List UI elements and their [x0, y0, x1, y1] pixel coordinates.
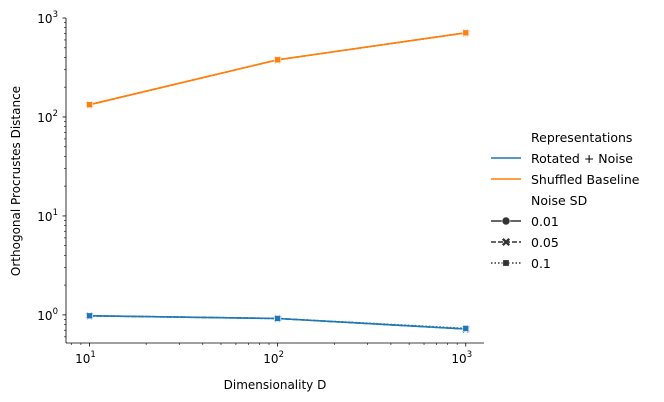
y-tick-label: 101 — [37, 208, 58, 224]
legend-label: 0.1 — [531, 256, 551, 271]
series-line — [89, 32, 466, 106]
y-tick-label: 102 — [37, 109, 58, 125]
y-tick-label: 103 — [37, 10, 58, 26]
legend-label: Rotated + Noise — [531, 151, 633, 166]
series-line — [89, 32, 466, 106]
y-tick-label: 100 — [37, 307, 58, 323]
y-axis-label: Orthogonal Procrustes Distance — [9, 86, 23, 276]
x-tick-label: 103 — [451, 350, 472, 366]
legend-marker — [501, 216, 511, 226]
x-tick-label: 102 — [263, 350, 284, 366]
axes: 101 102 103 100 101 102 103 — [37, 10, 484, 366]
series-line — [89, 32, 466, 106]
data-point — [462, 29, 470, 37]
data-point — [274, 56, 281, 64]
legend-marker — [502, 259, 510, 267]
legend-marker — [501, 237, 511, 247]
x-axis-label: Dimensionality D — [224, 378, 327, 392]
legend-title-representations: Representations — [531, 130, 632, 145]
legend-label: Shuffled Baseline — [531, 172, 640, 187]
plot-area — [85, 28, 470, 333]
data-point — [86, 101, 93, 109]
x-tick-label: 101 — [75, 350, 96, 366]
legend-label: 0.01 — [531, 214, 559, 229]
legend-label: 0.05 — [531, 235, 559, 250]
data-point — [86, 312, 93, 320]
data-point — [462, 325, 470, 332]
legend: Representations Rotated + Noise Shuffled B… — [491, 130, 640, 271]
data-point — [274, 315, 281, 322]
legend-title-noise-sd: Noise SD — [531, 193, 587, 208]
